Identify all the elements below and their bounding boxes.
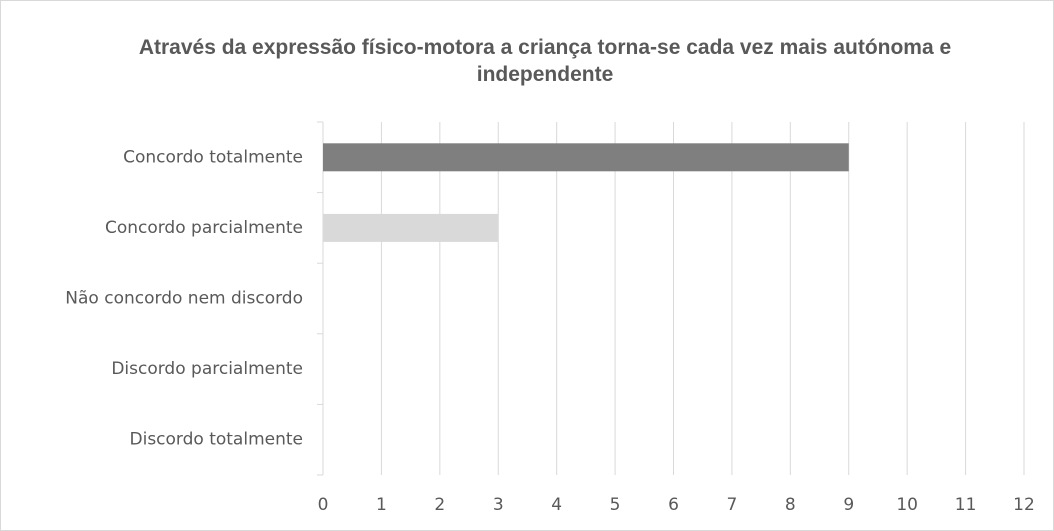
chart-title: Através da expressão físico-motora a cri… bbox=[138, 36, 952, 86]
y-tick-label: Concordo totalmente bbox=[123, 147, 303, 167]
x-tick-label: 9 bbox=[843, 495, 854, 515]
x-tick-label: 4 bbox=[551, 495, 562, 515]
x-tick-label: 2 bbox=[434, 495, 445, 515]
x-tick-label: 0 bbox=[318, 495, 329, 515]
y-tick-label: Concordo parcialmente bbox=[105, 218, 303, 238]
bar bbox=[323, 213, 499, 242]
x-tick-label: 12 bbox=[1013, 495, 1035, 515]
x-tick-label: 8 bbox=[785, 495, 796, 515]
x-tick-label: 6 bbox=[668, 495, 679, 515]
x-tick-label: 10 bbox=[896, 495, 918, 515]
bar bbox=[323, 143, 849, 172]
x-tick-label: 11 bbox=[955, 495, 977, 515]
y-tick-label: Discordo parcialmente bbox=[111, 359, 303, 379]
x-tick-label: 3 bbox=[493, 495, 504, 515]
x-tick-label: 5 bbox=[610, 495, 621, 515]
x-tick-label: 7 bbox=[727, 495, 738, 515]
y-tick-label: Discordo totalmente bbox=[130, 430, 304, 450]
x-tick-label: 1 bbox=[376, 495, 387, 515]
y-tick-label: Não concordo nem discordo bbox=[65, 289, 303, 309]
